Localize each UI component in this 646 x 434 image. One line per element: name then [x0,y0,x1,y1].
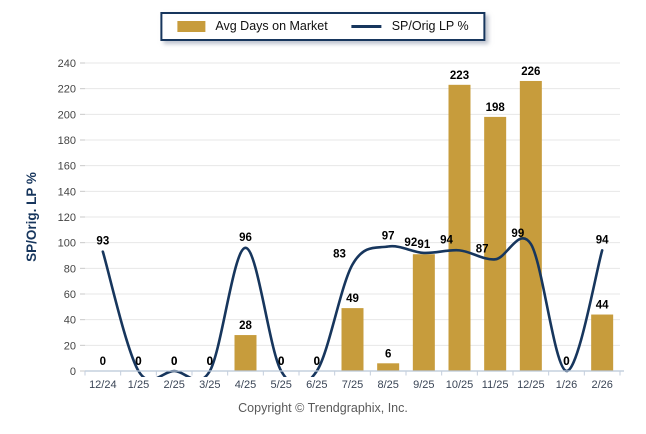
bar-value-label: 0 [563,356,569,368]
x-tick-label: 6/25 [306,379,327,391]
line-value-label: 99 [511,228,524,240]
x-tick-label: 2/26 [591,379,612,391]
y-tick-label: 220 [58,84,76,96]
y-tick-label: 120 [58,212,76,224]
bar-12/25 [519,80,542,371]
line-value-label: 96 [239,232,252,244]
x-tick-label: 1/26 [556,379,577,391]
bar-value-label: 226 [521,66,540,78]
y-tick-label: 100 [58,238,76,250]
line-value-label: 94 [596,234,609,246]
x-tick-label: 2/25 [163,379,184,391]
x-tick-label: 12/24 [89,379,117,391]
line-value-label: 0 [278,356,284,368]
y-tick-label: 0 [70,366,76,378]
legend-label-line: SP/Orig LP % [391,19,469,33]
x-tick-label: 10/25 [446,379,474,391]
y-tick-label: 160 [58,161,76,173]
x-tick-label: 11/25 [482,379,509,391]
bar-10/25 [448,84,471,372]
x-tick-label: 8/25 [377,379,398,391]
y-axis-title: SP/Orig. LP % [24,172,39,262]
bar-value-label: 0 [278,356,284,368]
legend-label-bar: Avg Days on Market [215,19,328,33]
x-tick-label: 9/25 [413,379,434,391]
line-value-label: 92 [404,237,417,249]
bar-11/25 [484,116,507,372]
bar-value-label: 0 [171,356,177,368]
y-tick-label: 240 [58,58,76,70]
y-tick-label: 60 [64,289,76,301]
line-value-label: 0 [314,356,320,368]
line-value-label: 0 [135,356,141,368]
line-swatch-icon [351,24,382,28]
line-value-label: 0 [563,356,569,368]
bar-value-label: 223 [450,70,469,82]
line-value-label: 0 [207,356,213,368]
bar-2/26 [591,314,614,371]
y-tick-label: 180 [58,135,76,147]
y-tick-label: 20 [64,340,76,352]
bar-7/25 [341,308,364,371]
bar-swatch-icon [177,20,206,32]
line-value-label: 94 [440,234,453,246]
bar-value-label: 91 [417,239,430,251]
x-tick-label: 3/25 [199,379,220,391]
bar-value-label: 0 [314,356,320,368]
x-tick-label: 4/25 [235,379,256,391]
bar-value-label: 49 [346,293,359,305]
bar-value-label: 198 [486,102,506,114]
line-value-label: 97 [382,231,395,243]
chart-area: 0 20 40 60 80 100 120 140 160 180 200 220 240 0 0 0 0 28 0… [24,58,624,391]
line-value-label: 87 [476,243,489,255]
x-tick-label: 5/25 [270,379,291,391]
x-tick-label: 7/25 [342,379,363,391]
y-tick-label: 80 [64,263,76,275]
bar-value-label: 44 [596,300,609,312]
sp-orig-lp-line [101,237,604,377]
bar-value-label: 28 [239,320,252,332]
x-tick-label: 12/25 [517,379,545,391]
line-value-label: 0 [171,356,177,368]
bar-9/25 [412,254,435,371]
bar-value-label: 0 [207,356,213,368]
x-tick-label: 1/25 [128,379,149,391]
bar-value-label: 6 [385,348,391,360]
y-tick-label: 40 [64,315,76,327]
bar-value-label: 0 [100,356,106,368]
line-value-label: 93 [96,236,109,248]
y-tick-label: 200 [58,109,76,121]
copyright-text: Copyright © Trendgraphix, Inc. [238,401,408,415]
bar-value-label: 0 [135,356,141,368]
bar-8/25 [377,363,400,371]
line-value-label: 83 [333,248,346,260]
bar-4/25 [234,335,257,371]
y-tick-label: 140 [58,186,76,198]
legend: Avg Days on Market SP/Orig LP % [160,12,486,41]
